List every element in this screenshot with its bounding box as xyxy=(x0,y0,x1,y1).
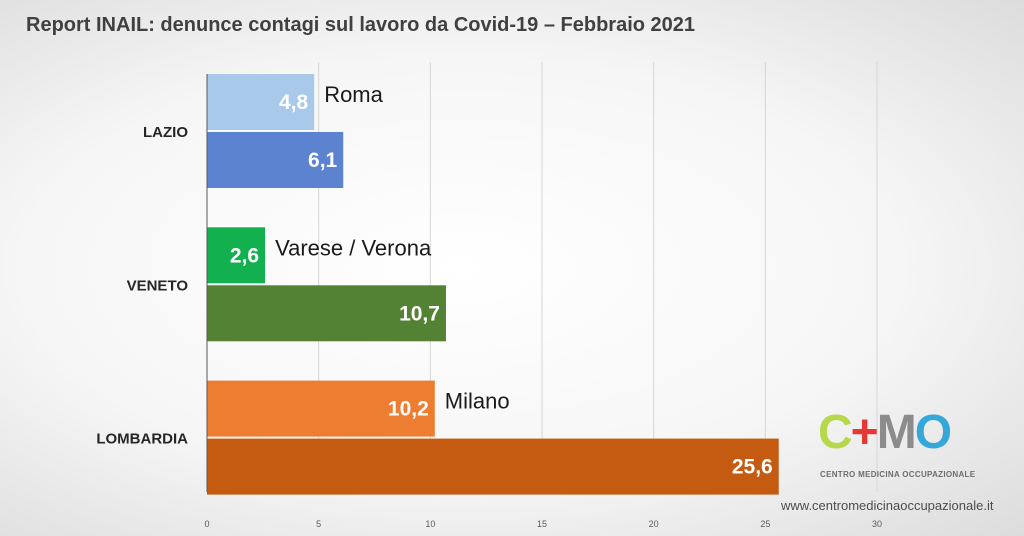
x-tick-label: 5 xyxy=(316,519,321,529)
cmo-logo: C+MO CENTRO MEDICINA OCCUPAZIONALE xyxy=(818,408,988,488)
chart-title: Report INAIL: denunce contagi sul lavoro… xyxy=(26,14,696,36)
tick-labels: 0 5 10 15 20 25 30 xyxy=(204,519,882,529)
logo-subtitle: CENTRO MEDICINA OCCUPAZIONALE xyxy=(820,470,976,479)
x-tick-label: 20 xyxy=(649,519,659,529)
category-label: LAZIO xyxy=(143,124,188,141)
category-label: LOMBARDIA xyxy=(96,431,188,448)
bar xyxy=(207,380,435,437)
bar xyxy=(207,74,315,130)
value-label: 2,6 xyxy=(230,244,259,267)
value-label: 25,6 xyxy=(732,456,773,479)
bar xyxy=(207,227,266,284)
bar-annotation: Varese / Verona xyxy=(275,235,432,260)
value-label: 10,7 xyxy=(399,302,440,325)
bars: 4,8 Roma 6,1 2,6 Varese / Verona 10,7 10,2 Mila… xyxy=(207,74,779,495)
bar xyxy=(207,438,779,495)
category-label: VENETO xyxy=(127,277,189,294)
value-label: 10,2 xyxy=(388,398,429,421)
category-labels: LAZIO VENETO LOMBARDIA xyxy=(96,124,188,448)
logo-wordmark: C+MO xyxy=(818,406,952,459)
bar-annotation: Roma xyxy=(324,82,383,107)
value-label: 4,8 xyxy=(279,91,309,114)
bar xyxy=(207,285,446,342)
website-url: www.centromedicinaoccupazionale.it xyxy=(781,498,994,513)
value-label: 6,1 xyxy=(308,149,338,172)
x-tick-label: 15 xyxy=(537,519,547,529)
x-tick-label: 30 xyxy=(872,519,882,529)
bar-annotation: Milano xyxy=(445,389,510,414)
x-tick-label: 25 xyxy=(760,519,770,529)
bar xyxy=(207,132,344,188)
x-tick-label: 10 xyxy=(425,519,435,529)
x-tick-label: 0 xyxy=(204,519,209,529)
